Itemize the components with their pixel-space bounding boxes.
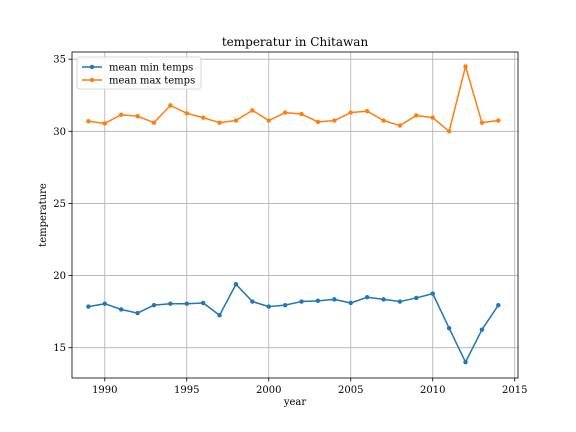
data-point [348, 110, 353, 115]
data-point [102, 301, 107, 306]
data-point [414, 113, 419, 118]
data-point [463, 359, 468, 365]
x-tick-label: 2010 [420, 385, 445, 396]
legend-box [76, 56, 202, 90]
ticks: 1990 1995 2000 2005 2010 2015 15 20 25 30 35 [53, 55, 527, 396]
data-point [430, 115, 435, 120]
plot-frame [71, 51, 519, 379]
data-point [135, 310, 140, 316]
data-point [217, 313, 222, 318]
data-point [364, 108, 370, 114]
series-1 [86, 282, 501, 365]
x-tick-label: 2005 [338, 385, 363, 396]
data-point [266, 118, 271, 123]
data-point [496, 118, 501, 123]
data-point [282, 302, 288, 308]
x-axis-label: year [283, 397, 307, 408]
x-tick-label: 1990 [92, 385, 117, 396]
x-tick-label: 2015 [502, 385, 527, 396]
data-point [463, 64, 468, 69]
y-tick-label: 25 [53, 199, 66, 210]
y-axis-label: temperature [38, 183, 49, 247]
legend-label: mean min temps [109, 63, 193, 74]
data-point [86, 119, 91, 124]
data-point [168, 103, 173, 108]
data-point [184, 111, 189, 116]
data-point [168, 301, 173, 306]
data-point [118, 307, 124, 312]
series-line [88, 65, 499, 133]
data-point [250, 299, 255, 304]
legend: mean min temps mean max temps [76, 56, 202, 90]
data-point [348, 300, 353, 306]
data-point [479, 327, 485, 332]
data-point [118, 112, 124, 117]
series-line [88, 283, 499, 363]
data-point [479, 120, 485, 125]
data-point [184, 301, 189, 306]
data-point [332, 297, 337, 302]
legend-swatch-marker [89, 64, 95, 70]
data-point [315, 119, 321, 125]
legend-swatch-marker [89, 77, 95, 83]
data-point [217, 120, 222, 125]
data-point [151, 302, 157, 308]
data-point [397, 123, 403, 128]
y-tick-label: 20 [53, 271, 66, 282]
data-point [381, 297, 386, 302]
data-point [102, 121, 107, 126]
data-point [282, 110, 288, 115]
data-point [332, 118, 337, 123]
data-point [233, 118, 239, 123]
x-tick-label: 2000 [256, 385, 281, 396]
series-2 [86, 64, 501, 134]
data-point [496, 302, 501, 308]
y-tick-label: 35 [53, 55, 66, 66]
legend-item: mean min temps [82, 63, 193, 74]
data-point [430, 291, 435, 296]
series-layer [86, 64, 501, 365]
data-point [299, 299, 304, 304]
data-point [200, 115, 206, 120]
data-point [86, 304, 91, 309]
data-point [364, 295, 370, 300]
data-point [266, 304, 271, 309]
data-point [200, 300, 206, 306]
y-tick-label: 30 [53, 127, 66, 138]
data-point [233, 282, 239, 287]
chart-title: temperatur in Chitawan [222, 35, 369, 49]
data-point [299, 111, 304, 117]
data-point [397, 299, 403, 304]
y-tick-label: 15 [53, 343, 66, 354]
data-point [414, 295, 419, 301]
data-point [381, 118, 386, 123]
data-point [446, 326, 452, 331]
x-tick-label: 1995 [174, 385, 199, 396]
legend-label: mean max temps [109, 76, 195, 87]
data-point [151, 120, 157, 125]
data-point [135, 113, 140, 119]
data-point [446, 129, 452, 134]
data-point [315, 298, 321, 304]
data-point [250, 108, 255, 113]
legend-item: mean max temps [82, 76, 195, 87]
